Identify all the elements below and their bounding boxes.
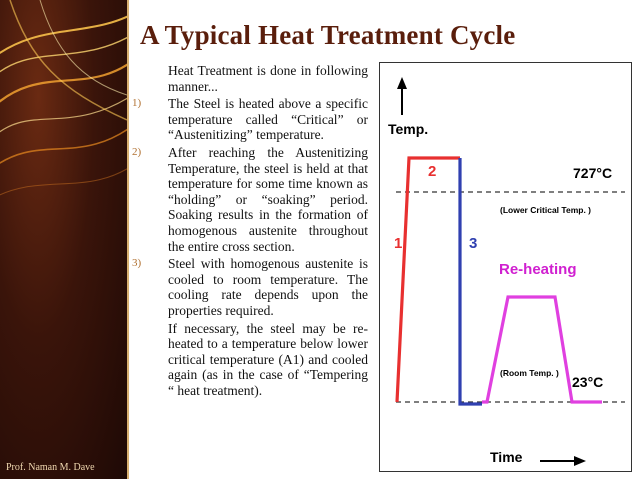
decorative-side-panel: Prof. Naman M. Dave [0, 0, 127, 479]
cycle-graph [395, 77, 625, 466]
step-number: 1) [132, 97, 142, 110]
intro-paragraph: Heat Treatment is done in following mann… [132, 63, 368, 94]
reheating-curve [482, 295, 602, 404]
y-axis-arrow-head [397, 77, 407, 89]
presenter-name: Prof. Naman M. Dave [6, 462, 95, 473]
cooling-curve [458, 158, 482, 406]
extra-paragraph: If necessary, the steel may be re-heated… [132, 321, 368, 399]
step-number: 2) [132, 145, 142, 158]
list-item: 1) The Steel is heated above a specific … [132, 96, 368, 143]
heat-treatment-diagram: Temp. Time 727°C (Lower Critical Temp. )… [379, 62, 632, 472]
reheating-label: Re-heating [499, 261, 577, 278]
slide-title: A Typical Heat Treatment Cycle [140, 20, 516, 50]
step-text: After reaching the Austenitizing Tempera… [168, 144, 368, 254]
description-text: Heat Treatment is done in following mann… [132, 63, 368, 400]
flame-swirl-graphic [0, 0, 127, 196]
room-temp-caption: (Room Temp. ) [500, 368, 559, 378]
heating-holding-curve [395, 156, 460, 403]
x-axis-arrow-head [574, 456, 586, 466]
segment-1-label: 1 [394, 235, 403, 252]
x-axis-label: Time [490, 449, 523, 465]
list-item: 2) After reaching the Austenitizing Temp… [132, 145, 368, 254]
segment-3-label: 3 [469, 235, 478, 252]
intro-text: Heat Treatment is done in following mann… [168, 63, 368, 94]
extra-text: If necessary, the steel may be re-heated… [168, 320, 368, 398]
list-item: 3) Steel with homogenous austenite is co… [132, 256, 368, 318]
step-text: Steel with homogenous austenite is coole… [168, 256, 368, 318]
panel-divider [127, 0, 129, 479]
upper-temp-label: 727°C [573, 165, 613, 181]
lower-temp-label: 23°C [572, 374, 604, 390]
lower-critical-temp-caption: (Lower Critical Temp. ) [500, 205, 591, 215]
y-axis-label: Temp. [388, 121, 429, 137]
step-number: 3) [132, 257, 142, 270]
segment-2-label: 2 [428, 163, 437, 180]
step-text: The Steel is heated above a specific tem… [168, 96, 368, 143]
